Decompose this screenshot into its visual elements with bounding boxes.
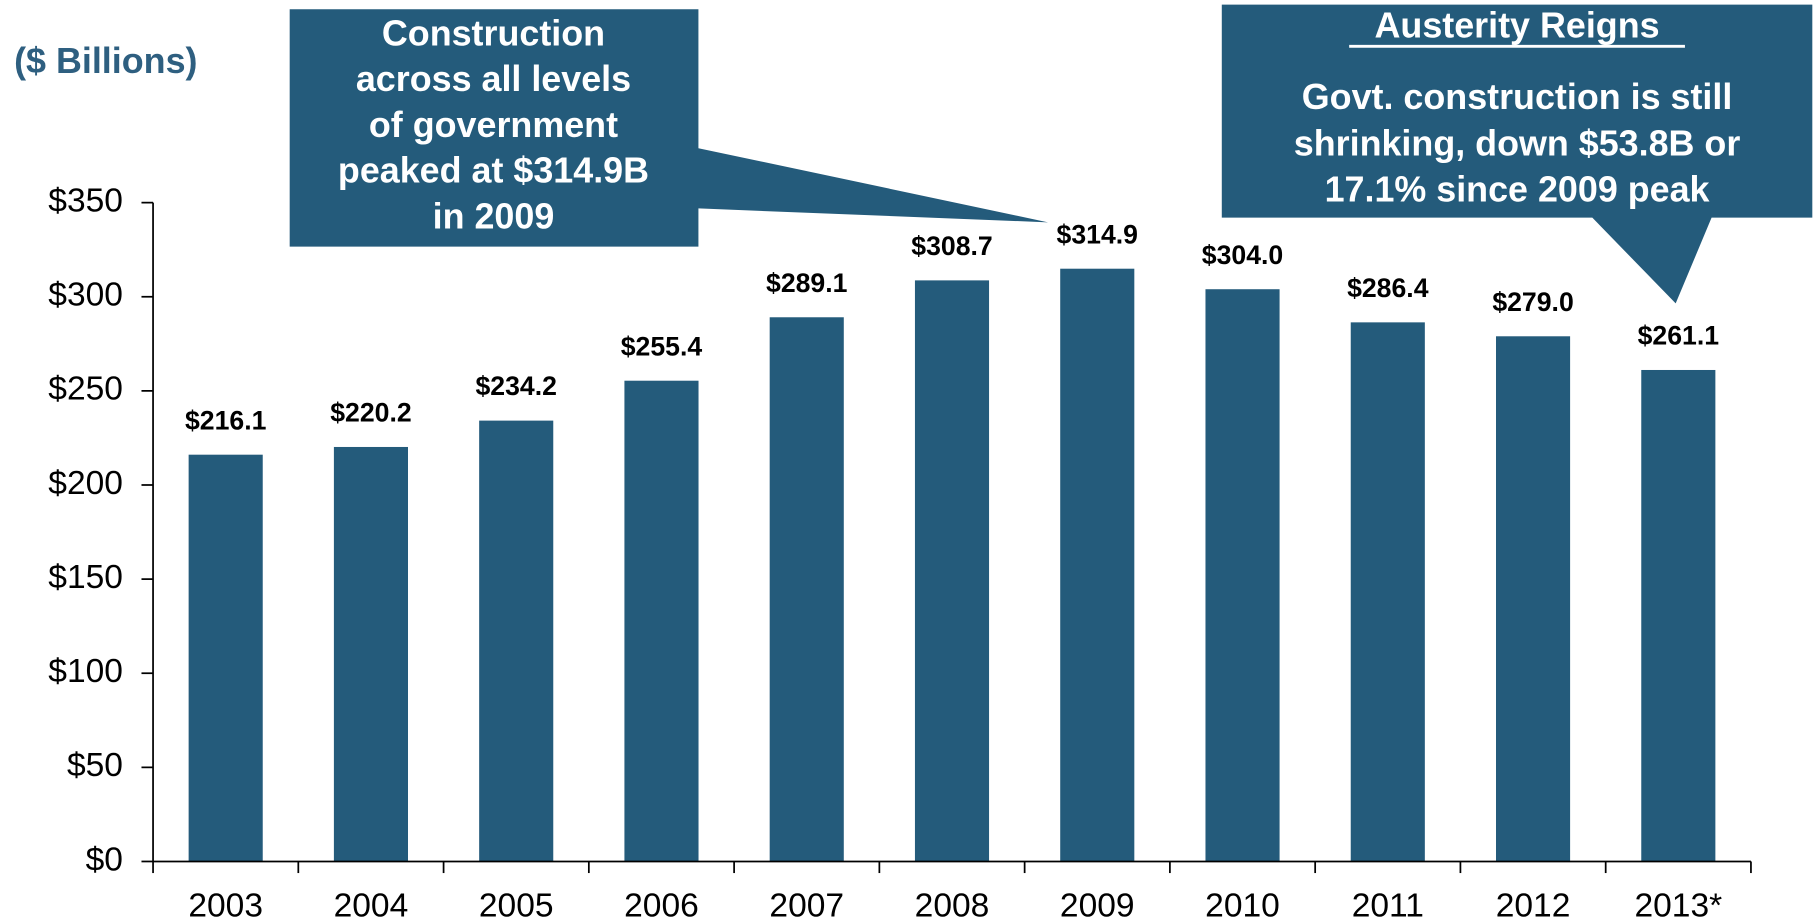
x-tick-label: 2012	[1496, 888, 1571, 924]
callout-text: shrinking, down $53.8B or	[1294, 123, 1741, 163]
value-label: $308.7	[911, 231, 992, 261]
value-label: $314.9	[1057, 219, 1138, 249]
callout-text: Govt. construction is still	[1302, 77, 1733, 117]
callout-title: Austerity Reigns	[1375, 5, 1660, 45]
callout-text: peaked at $314.9B	[338, 151, 649, 191]
y-tick-label: $250	[48, 371, 123, 408]
value-label: $261.1	[1638, 321, 1720, 351]
bar	[1205, 289, 1280, 862]
callout-text: Construction	[382, 13, 605, 53]
value-label: $234.2	[475, 371, 556, 401]
y-tick-label: $50	[67, 747, 123, 784]
x-tick-label: 2010	[1205, 888, 1280, 924]
bar	[624, 380, 699, 862]
value-label: $216.1	[185, 405, 267, 435]
x-tick-label: 2011	[1352, 888, 1424, 924]
y-tick-label: $350	[48, 183, 123, 220]
bar	[1641, 369, 1716, 862]
callout-box	[289, 9, 1049, 247]
x-tick-label: 2004	[334, 888, 409, 924]
y-tick-label: $100	[48, 653, 123, 690]
bar	[769, 317, 844, 862]
value-label: $289.1	[766, 268, 848, 298]
value-label: $279.0	[1492, 287, 1573, 317]
value-label: $286.4	[1347, 273, 1429, 303]
callout-box	[1221, 4, 1813, 304]
value-label: $255.4	[621, 331, 703, 361]
callout-austerity	[1221, 4, 1813, 304]
callout-peak	[289, 9, 1049, 247]
x-tick-label: 2003	[188, 888, 263, 924]
y-tick-label: $300	[48, 277, 123, 314]
y-tick-label: $150	[48, 559, 123, 596]
bar	[333, 446, 408, 862]
callout-text: of government	[369, 105, 618, 145]
bar	[1496, 336, 1571, 862]
bar	[914, 280, 990, 862]
x-tick-label: 2006	[624, 888, 699, 924]
callout-text: across all levels	[356, 59, 631, 99]
callout-text: 17.1% since 2009 peak	[1325, 170, 1710, 210]
bar	[479, 420, 554, 862]
x-tick-label: 2009	[1060, 888, 1135, 924]
y-tick-label: $200	[48, 465, 123, 502]
bar	[1350, 322, 1425, 862]
bar	[1060, 268, 1135, 862]
y-axis-label: ($ Billions)	[14, 41, 197, 81]
x-tick-label: 2005	[479, 888, 554, 924]
value-label: $304.0	[1202, 240, 1283, 270]
value-label: $220.2	[330, 398, 411, 428]
y-tick-label: $0	[86, 841, 123, 878]
callout-text: in 2009	[433, 196, 555, 236]
x-tick-label: 2013*	[1634, 888, 1722, 924]
x-tick-label: 2007	[769, 888, 844, 924]
bar	[188, 454, 263, 862]
x-tick-label: 2008	[915, 888, 990, 924]
